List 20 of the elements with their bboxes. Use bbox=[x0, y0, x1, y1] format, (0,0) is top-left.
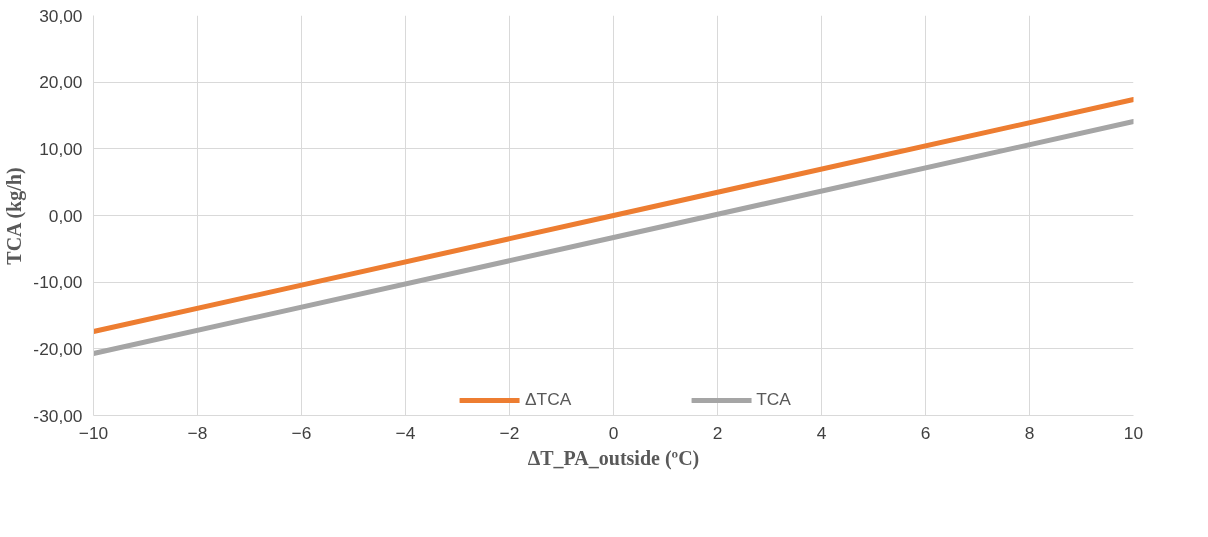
x-tick-label: −4 bbox=[395, 422, 416, 443]
x-tick-label: 8 bbox=[1024, 422, 1035, 443]
y-tick-label: 30,00 bbox=[39, 5, 83, 26]
x-tick-label: 10 bbox=[1123, 422, 1144, 443]
y-tick-label: -20,00 bbox=[33, 338, 83, 359]
x-tick-label: 4 bbox=[816, 422, 827, 443]
y-tick-label: 0,00 bbox=[48, 205, 83, 226]
legend-label: ΔTCA bbox=[525, 389, 572, 410]
x-axis-title: ΔT_PA_outside (ºC) bbox=[527, 446, 700, 470]
y-tick-label: 10,00 bbox=[39, 138, 83, 159]
y-tick-label: 20,00 bbox=[39, 72, 83, 93]
x-tick-label: −6 bbox=[291, 422, 312, 443]
x-tick-label: 6 bbox=[920, 422, 931, 443]
x-tick-label: 2 bbox=[712, 422, 723, 443]
y-tick-label: -10,00 bbox=[33, 272, 83, 293]
y-axis-title: TCA (kg/h) bbox=[3, 167, 27, 265]
legend-label: TCA bbox=[756, 389, 791, 410]
x-tick-label: −2 bbox=[499, 422, 520, 443]
x-tick-label: −8 bbox=[187, 422, 208, 443]
x-tick-label: 0 bbox=[608, 422, 619, 443]
